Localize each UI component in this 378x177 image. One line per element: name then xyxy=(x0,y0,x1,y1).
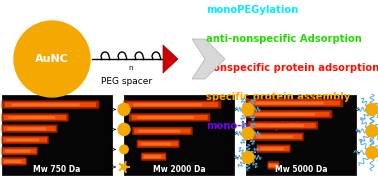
FancyBboxPatch shape xyxy=(3,126,56,131)
Text: Mw 2000 Da: Mw 2000 Da xyxy=(153,165,205,174)
Text: specific protein assembly: specific protein assembly xyxy=(206,92,350,102)
FancyBboxPatch shape xyxy=(2,147,38,155)
Polygon shape xyxy=(163,45,178,73)
Circle shape xyxy=(366,125,378,137)
FancyBboxPatch shape xyxy=(2,101,99,109)
FancyBboxPatch shape xyxy=(246,95,356,175)
Circle shape xyxy=(121,164,127,170)
Circle shape xyxy=(118,123,130,135)
FancyBboxPatch shape xyxy=(2,159,26,164)
FancyBboxPatch shape xyxy=(245,110,332,118)
FancyBboxPatch shape xyxy=(3,149,36,153)
FancyBboxPatch shape xyxy=(248,121,318,130)
FancyBboxPatch shape xyxy=(124,95,234,175)
FancyBboxPatch shape xyxy=(134,129,191,133)
FancyBboxPatch shape xyxy=(137,140,180,148)
Text: PEG spacer: PEG spacer xyxy=(101,77,153,86)
Text: nonspecific protein adsorption: nonspecific protein adsorption xyxy=(206,63,378,73)
FancyBboxPatch shape xyxy=(142,154,165,159)
FancyBboxPatch shape xyxy=(127,102,218,107)
Text: monoPEGylation: monoPEGylation xyxy=(206,5,298,15)
Text: n: n xyxy=(129,65,133,71)
FancyBboxPatch shape xyxy=(5,150,30,153)
FancyBboxPatch shape xyxy=(268,161,279,170)
Text: mono-biotinylation: mono-biotinylation xyxy=(206,121,313,131)
Text: AuNC: AuNC xyxy=(35,54,69,64)
Polygon shape xyxy=(192,39,225,79)
FancyBboxPatch shape xyxy=(144,155,161,158)
FancyBboxPatch shape xyxy=(2,136,49,144)
FancyBboxPatch shape xyxy=(2,95,112,175)
FancyBboxPatch shape xyxy=(11,103,80,106)
FancyBboxPatch shape xyxy=(2,124,57,133)
Circle shape xyxy=(366,147,378,159)
FancyBboxPatch shape xyxy=(260,147,284,150)
FancyBboxPatch shape xyxy=(255,124,304,127)
FancyBboxPatch shape xyxy=(5,102,96,107)
FancyBboxPatch shape xyxy=(133,103,201,106)
FancyBboxPatch shape xyxy=(258,146,289,151)
FancyBboxPatch shape xyxy=(268,163,279,168)
FancyBboxPatch shape xyxy=(4,160,22,163)
FancyBboxPatch shape xyxy=(132,115,208,120)
FancyBboxPatch shape xyxy=(256,102,324,105)
FancyBboxPatch shape xyxy=(253,134,302,139)
FancyBboxPatch shape xyxy=(2,113,68,121)
FancyBboxPatch shape xyxy=(269,164,277,167)
Circle shape xyxy=(14,21,90,97)
FancyBboxPatch shape xyxy=(249,101,340,105)
FancyBboxPatch shape xyxy=(248,112,330,117)
FancyBboxPatch shape xyxy=(6,139,39,141)
FancyBboxPatch shape xyxy=(7,127,46,130)
FancyBboxPatch shape xyxy=(124,101,221,109)
Circle shape xyxy=(242,103,254,115)
FancyBboxPatch shape xyxy=(250,123,316,128)
Circle shape xyxy=(120,145,128,154)
FancyBboxPatch shape xyxy=(138,141,178,146)
FancyBboxPatch shape xyxy=(256,135,293,138)
FancyBboxPatch shape xyxy=(137,116,194,119)
FancyBboxPatch shape xyxy=(251,133,304,141)
Circle shape xyxy=(242,151,254,163)
Text: F: F xyxy=(189,54,196,64)
FancyBboxPatch shape xyxy=(2,157,27,165)
Circle shape xyxy=(366,103,378,115)
FancyBboxPatch shape xyxy=(129,113,210,121)
FancyBboxPatch shape xyxy=(4,115,66,120)
FancyBboxPatch shape xyxy=(139,130,181,133)
FancyBboxPatch shape xyxy=(245,99,343,107)
FancyBboxPatch shape xyxy=(257,144,291,153)
FancyBboxPatch shape xyxy=(141,142,171,145)
Text: anti-nonspecific Adsorption: anti-nonspecific Adsorption xyxy=(206,34,362,44)
FancyBboxPatch shape xyxy=(254,113,315,116)
FancyBboxPatch shape xyxy=(132,127,193,135)
Circle shape xyxy=(118,103,130,115)
Text: Mw 750 Da: Mw 750 Da xyxy=(33,165,81,174)
Text: Mw 5000 Da: Mw 5000 Da xyxy=(275,165,327,174)
Circle shape xyxy=(242,127,254,139)
FancyBboxPatch shape xyxy=(3,137,47,142)
FancyBboxPatch shape xyxy=(8,116,55,119)
FancyBboxPatch shape xyxy=(141,153,166,161)
